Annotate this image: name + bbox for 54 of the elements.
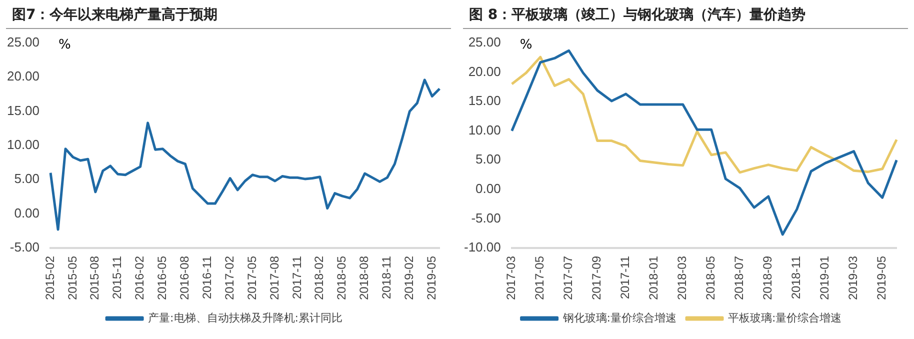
y-tick-label: 20.00 — [6, 68, 40, 84]
x-tick-label: 2017-11 — [290, 256, 304, 300]
x-tick-label: 2018-11 — [380, 256, 394, 300]
x-tick-label: 2018-03 — [675, 256, 690, 300]
y-tick-label: 25.00 — [6, 34, 40, 50]
y-tick-label: -5.00 — [471, 210, 501, 226]
y-axis-title: % — [58, 37, 71, 52]
chart-title: 图7：今年以来电梯产量高于预期 — [6, 0, 451, 29]
chart-title: 图 8：平板玻璃（竣工）与钢化玻璃（汽车）量价趋势 — [463, 0, 908, 29]
y-tick-label: 5.00 — [14, 171, 40, 186]
x-tick-label: 2018-07 — [732, 256, 746, 300]
y-tick-label: 0.00 — [476, 180, 501, 196]
x-tick-label: 2017-05 — [532, 256, 547, 300]
x-tick-label: 2019-05 — [424, 256, 438, 300]
x-tick-label: 2018-01 — [646, 256, 661, 300]
legend-label: 平板玻璃:量价综合增速 — [728, 311, 842, 324]
x-tick-label: 2017-03 — [504, 256, 518, 300]
x-tick-label: 2018-05 — [334, 256, 349, 300]
legend-label: 钢化玻璃:量价综合增速 — [562, 311, 677, 324]
x-tick-label: 2018-08 — [357, 256, 372, 300]
x-tick-label: 2018-02 — [312, 256, 326, 300]
y-tick-label: 5.00 — [476, 152, 501, 167]
x-tick-label: 2015-08 — [88, 256, 102, 300]
y-tick-label: 0.00 — [14, 205, 40, 220]
y-axis-title: % — [520, 37, 532, 52]
x-tick-label: 2019-03 — [846, 256, 860, 300]
x-tick-label: 2015-11 — [110, 256, 124, 300]
x-tick-label: 2019-01 — [818, 256, 832, 300]
y-tick-label: 25.00 — [468, 34, 501, 50]
x-tick-label: 2018-11 — [789, 256, 804, 300]
y-tick-label: -10.00 — [464, 240, 501, 255]
x-tick-label: 2015-05 — [65, 256, 80, 300]
y-tick-label: 20.00 — [468, 64, 501, 79]
y-tick-label: -5.00 — [10, 240, 40, 255]
x-tick-label: 2018-05 — [704, 256, 718, 300]
x-tick-label: 2017-08 — [267, 256, 282, 300]
x-tick-label: 2017-05 — [244, 256, 259, 300]
y-tick-label: 10.00 — [468, 122, 501, 138]
y-tick-label: 15.00 — [468, 93, 501, 108]
x-tick-label: 2015-02 — [42, 256, 57, 300]
x-tick-label: 2016-08 — [178, 256, 192, 300]
x-tick-label: 2016-05 — [155, 256, 170, 300]
y-tick-label: 10.00 — [6, 137, 40, 152]
x-tick-label: 2017-07 — [561, 256, 576, 300]
y-tick-label: 15.00 — [6, 102, 40, 118]
x-tick-label: 2019-05 — [874, 256, 889, 300]
x-tick-label: 2017-11 — [618, 256, 632, 300]
x-tick-label: 2017-02 — [222, 256, 236, 300]
x-tick-label: 2018-09 — [760, 256, 775, 300]
x-tick-label: 2017-09 — [590, 256, 604, 300]
x-tick-label: 2016-02 — [132, 256, 147, 300]
legend-label: 产量:电梯、自动扶梯及升降机:累计同比 — [148, 311, 342, 324]
x-tick-label: 2019-02 — [402, 256, 416, 300]
x-tick-label: 2016-11 — [200, 256, 214, 300]
